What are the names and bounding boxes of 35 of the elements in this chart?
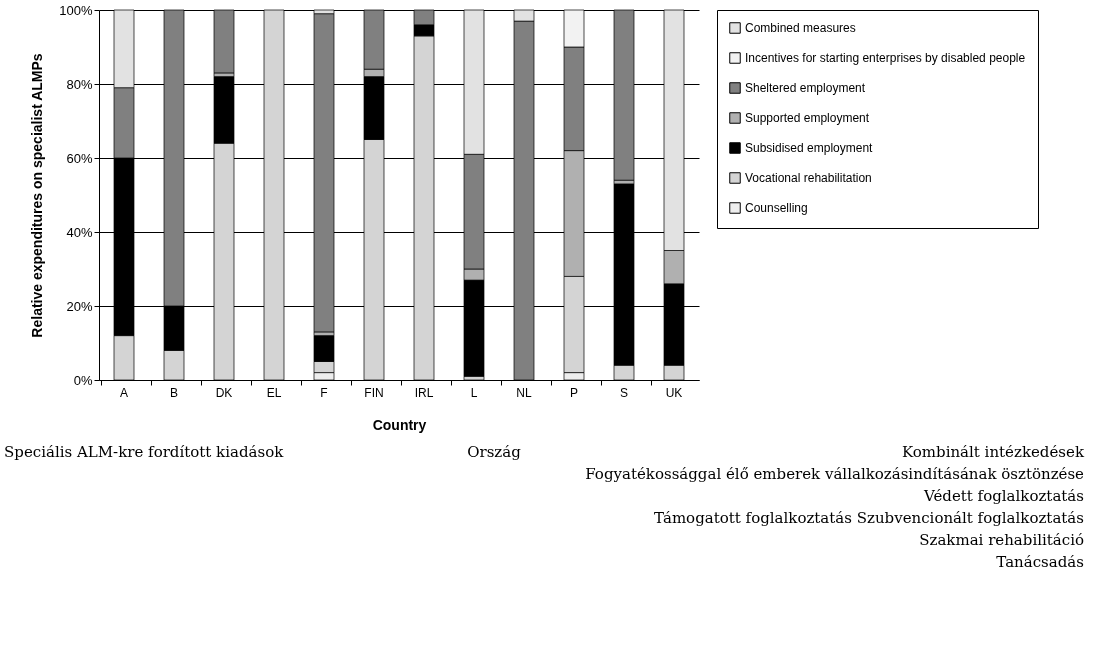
x-tick-label: A — [119, 385, 129, 400]
text: Kombinált intézkedések — [901, 443, 1085, 461]
text: Fogyatékossággal élő emberek vállalkozásindításának ösztönzése — [585, 465, 1085, 483]
x-tick-label: IRL — [414, 385, 434, 400]
x-tick-label: L — [470, 385, 478, 400]
legend-label: Vocational rehabilitation — [745, 171, 872, 185]
x-tick-label: P — [569, 385, 579, 400]
text: Ország — [467, 443, 522, 461]
text: Védett foglalkoztatás — [922, 487, 1084, 505]
y-tick-label: 60% — [66, 150, 93, 166]
text: Speciális ALM-kre fordított kiadások — [4, 443, 285, 461]
y-tick-label: 20% — [66, 298, 93, 314]
y-tick-label: 100% — [59, 2, 93, 18]
y-tick-label: 80% — [66, 76, 93, 92]
x-tick-label: F — [320, 385, 328, 400]
y-axis-title: Relative expenditures on specialist ALMPs — [29, 53, 46, 338]
x-axis-title: Country — [372, 416, 427, 433]
y-tick-label: 40% — [66, 224, 93, 240]
legend-label: Subsidised employment — [745, 141, 874, 155]
x-tick-label: FIN — [364, 385, 384, 400]
legend-label: Sheltered employment — [745, 81, 866, 95]
y-tick-label: 0% — [73, 372, 93, 388]
x-tick-label: NL — [516, 385, 532, 400]
text: Tanácsadás — [996, 553, 1084, 571]
legend-label: Supported employment — [745, 111, 870, 125]
text: Támogatott foglalkoztatás Szubvencionált foglalkoztatás — [654, 509, 1084, 527]
x-tick-label: UK — [665, 385, 683, 400]
x-tick-label: S — [619, 385, 629, 400]
x-tick-label: DK — [215, 385, 233, 400]
legend-label: Combined measures — [745, 21, 856, 35]
x-tick-label: B — [169, 385, 179, 400]
x-tick-label: EL — [266, 385, 282, 400]
text: Szakmai rehabilitáció — [919, 531, 1084, 549]
legend-label: Counselling — [745, 201, 808, 215]
legend-label: Incentives for starting enterprises by disabled people — [745, 51, 1026, 65]
